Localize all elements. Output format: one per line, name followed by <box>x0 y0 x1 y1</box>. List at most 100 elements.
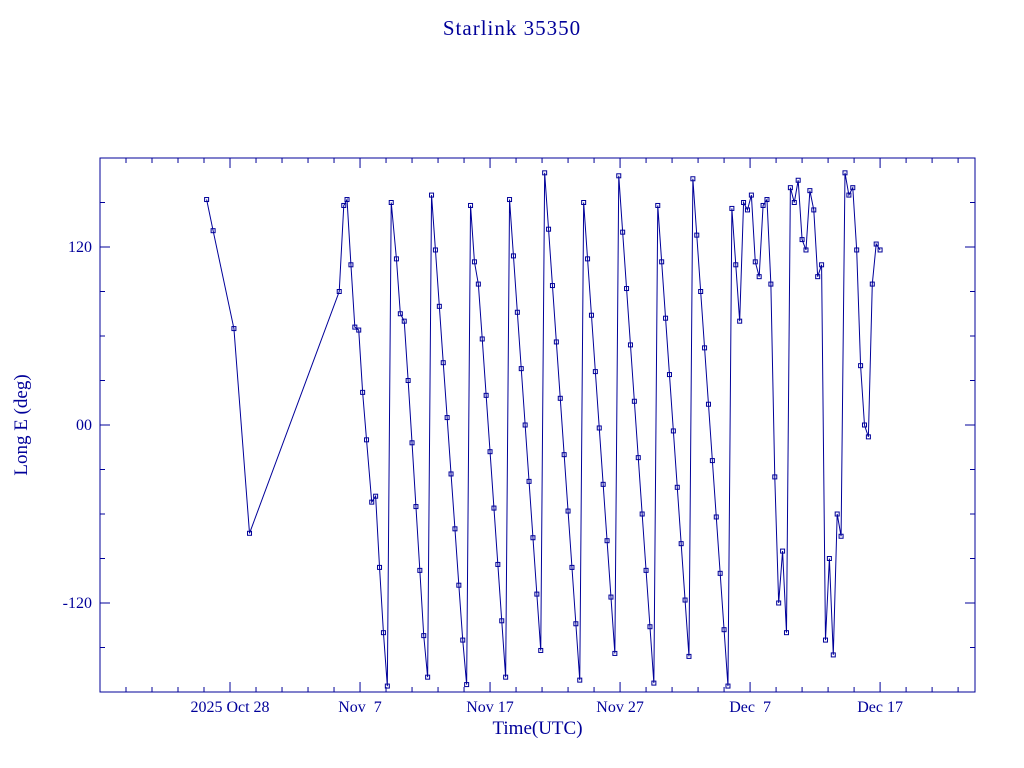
data-point-marker <box>604 538 610 544</box>
data-point-marker <box>744 207 750 213</box>
data-point-marker <box>452 526 458 532</box>
data-point-marker <box>487 449 493 455</box>
data-point-marker <box>659 259 665 265</box>
data-point-marker <box>674 484 680 490</box>
data-point-marker <box>360 389 366 395</box>
plot-frame <box>99 157 976 693</box>
data-point-marker <box>388 200 394 205</box>
data-point-marker <box>631 398 637 404</box>
data-point-marker <box>713 514 719 520</box>
data-point-marker <box>421 633 427 639</box>
data-point-marker <box>553 339 559 345</box>
y-tick-label: 00 <box>76 417 92 434</box>
data-point-marker <box>585 256 591 262</box>
data-point-marker <box>348 262 354 268</box>
data-point-marker <box>440 360 446 366</box>
data-point-marker <box>670 428 676 434</box>
data-point-marker <box>729 205 735 211</box>
data-point-marker <box>507 197 513 203</box>
data-point-marker <box>666 372 672 378</box>
data-point-marker <box>627 342 633 348</box>
data-point-marker <box>865 434 871 440</box>
data-point-marker <box>549 283 555 289</box>
data-point-marker <box>247 530 253 536</box>
data-point-marker <box>479 336 485 342</box>
data-point-marker <box>588 312 594 318</box>
data-point-marker <box>522 422 528 428</box>
data-point-marker <box>546 226 552 232</box>
data-point-marker <box>737 318 743 324</box>
data-point-marker <box>510 253 516 259</box>
data-point-marker <box>397 311 403 317</box>
data-point-marker <box>417 567 423 573</box>
data-point-marker <box>612 650 618 656</box>
data-point-marker <box>514 309 520 315</box>
data-point-marker <box>369 499 375 505</box>
data-point-marker <box>425 674 431 680</box>
data-point-marker <box>495 561 501 567</box>
data-point-marker <box>344 197 350 203</box>
data-point-marker <box>475 281 481 287</box>
data-point-marker <box>483 392 489 398</box>
chart-title: Starlink 35350 <box>442 16 582 40</box>
data-point-marker <box>444 415 450 421</box>
data-point-marker <box>760 202 766 208</box>
data-point-marker <box>682 597 688 603</box>
data-point-marker <box>807 188 813 194</box>
data-point-marker <box>815 274 821 280</box>
data-point-marker <box>787 185 793 191</box>
data-point-marker <box>877 247 883 253</box>
data-point-marker <box>569 564 575 570</box>
data-point-marker <box>600 481 606 487</box>
data-point-marker <box>686 653 692 659</box>
data-point-marker <box>643 567 649 573</box>
data-point-marker <box>448 471 454 477</box>
data-point-marker <box>491 505 497 511</box>
data-point-marker <box>748 192 754 198</box>
data-point-marker <box>561 452 567 458</box>
data-point-marker <box>577 677 583 683</box>
data-point-marker <box>210 228 216 234</box>
data-point-marker <box>530 535 536 541</box>
data-point-marker <box>678 541 684 547</box>
x-axis-label: Time(UTC) <box>492 718 583 739</box>
data-point-marker <box>791 200 797 205</box>
data-point-marker <box>620 229 626 235</box>
data-point-marker <box>429 192 435 198</box>
data-point-marker <box>733 262 739 268</box>
data-point-marker <box>819 262 825 268</box>
data-point-marker <box>204 197 210 203</box>
data-point-marker <box>694 232 700 238</box>
data-point-marker <box>639 511 645 517</box>
data-point-marker <box>468 202 474 208</box>
data-point-marker <box>826 556 832 561</box>
data-point-marker <box>690 176 696 182</box>
data-point-marker <box>534 591 540 597</box>
data-point-marker <box>850 185 856 191</box>
x-tick-label: Nov 7 <box>338 699 382 716</box>
data-point-marker <box>456 582 462 588</box>
data-point-marker <box>384 683 390 689</box>
data-point-marker <box>799 237 805 243</box>
data-point-marker <box>380 630 386 636</box>
data-point-marker <box>356 327 362 333</box>
data-point-marker <box>647 624 653 630</box>
data-point-marker <box>780 548 786 554</box>
data-point-marker <box>616 173 622 179</box>
data-point-marker <box>405 378 411 383</box>
data-point-marker <box>557 395 563 401</box>
y-tick-label: 120 <box>68 239 92 256</box>
data-point-marker <box>538 647 544 653</box>
data-point-marker <box>803 247 809 253</box>
data-point-marker <box>702 345 708 351</box>
data-point-marker <box>741 200 747 205</box>
data-point-marker <box>709 458 715 464</box>
x-tick-label: Nov 17 <box>466 699 514 716</box>
data-point-marker <box>768 281 774 287</box>
data-point-marker <box>464 682 470 688</box>
data-point-marker <box>432 247 438 253</box>
data-point-marker <box>705 401 711 407</box>
data-point-marker <box>518 366 524 372</box>
